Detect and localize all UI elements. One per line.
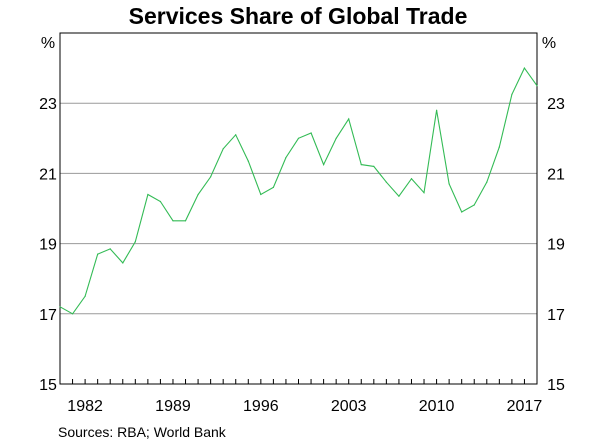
chart-title: Services Share of Global Trade — [129, 3, 468, 29]
x-tick-label: 2003 — [331, 398, 367, 415]
y-tick-label-left: 21 — [39, 166, 57, 183]
data-point-1998 — [285, 157, 287, 159]
gridlines — [60, 102, 537, 315]
series-line-services-share — [59, 67, 538, 315]
y-unit-left: % — [41, 35, 55, 52]
data-point-2007 — [398, 195, 400, 197]
y-tick-label-right: 21 — [547, 166, 565, 183]
y-tick-label-right: 15 — [547, 377, 565, 394]
data-point-1986 — [134, 241, 136, 243]
data-point-2009 — [423, 192, 425, 194]
x-tick-label: 1989 — [155, 398, 191, 415]
data-point-2015 — [498, 146, 500, 148]
data-point-1994 — [235, 134, 237, 136]
x-tick-label: 2017 — [507, 398, 543, 415]
data-point-2018 — [536, 85, 538, 87]
data-point-1995 — [247, 160, 249, 162]
y-axis-right: 15 17 19 21 23 — [547, 96, 565, 394]
y-tick-label-right: 23 — [547, 96, 565, 113]
x-axis: 1982 1989 1996 2003 2010 2017 — [59, 379, 543, 415]
data-point-2008 — [410, 178, 413, 180]
series-points — [59, 67, 538, 315]
y-tick-label-right: 19 — [547, 237, 565, 254]
data-point-2000 — [310, 132, 312, 134]
data-point-1983 — [97, 253, 99, 255]
data-point-1993 — [222, 148, 224, 150]
y-unit-right: % — [542, 35, 556, 52]
plot-frame — [59, 32, 538, 385]
data-point-1996 — [260, 193, 262, 196]
data-point-2002 — [335, 137, 337, 139]
data-point-2011 — [448, 183, 450, 185]
y-axis-left: 15 17 19 21 23 — [39, 96, 57, 394]
data-point-2003 — [348, 118, 350, 120]
data-point-2005 — [373, 165, 375, 167]
data-point-1988 — [159, 200, 161, 203]
data-point-1982 — [84, 295, 86, 297]
source-note: Sources: RBA; World Bank — [58, 424, 227, 440]
data-point-2013 — [473, 204, 475, 206]
x-tick-label: 1996 — [243, 398, 279, 415]
data-point-2016 — [511, 93, 513, 95]
data-point-2014 — [486, 181, 488, 183]
y-tick-label-left: 17 — [39, 307, 57, 324]
x-tick-label: 1982 — [67, 398, 103, 415]
data-point-1990 — [184, 220, 187, 222]
data-point-2010 — [436, 109, 438, 111]
data-point-2017 — [523, 67, 526, 69]
data-point-2012 — [461, 211, 463, 213]
data-point-2001 — [323, 164, 325, 166]
data-point-1987 — [147, 193, 149, 196]
data-point-1985 — [122, 262, 124, 264]
y-tick-label-right: 17 — [547, 307, 565, 324]
data-point-1981 — [72, 313, 74, 315]
y-tick-label-left: 15 — [39, 377, 57, 394]
data-point-1992 — [210, 176, 212, 178]
data-point-1980 — [59, 306, 61, 308]
data-point-1997 — [272, 186, 274, 188]
y-tick-label-left: 23 — [39, 96, 57, 113]
data-point-1984 — [109, 248, 111, 250]
data-point-1989 — [172, 220, 174, 222]
x-tick-label: 2010 — [419, 398, 455, 415]
data-point-2006 — [385, 181, 387, 183]
data-point-2004 — [360, 164, 362, 166]
data-point-1999 — [297, 137, 300, 139]
y-tick-label-left: 19 — [39, 237, 57, 254]
data-point-1991 — [197, 193, 199, 196]
